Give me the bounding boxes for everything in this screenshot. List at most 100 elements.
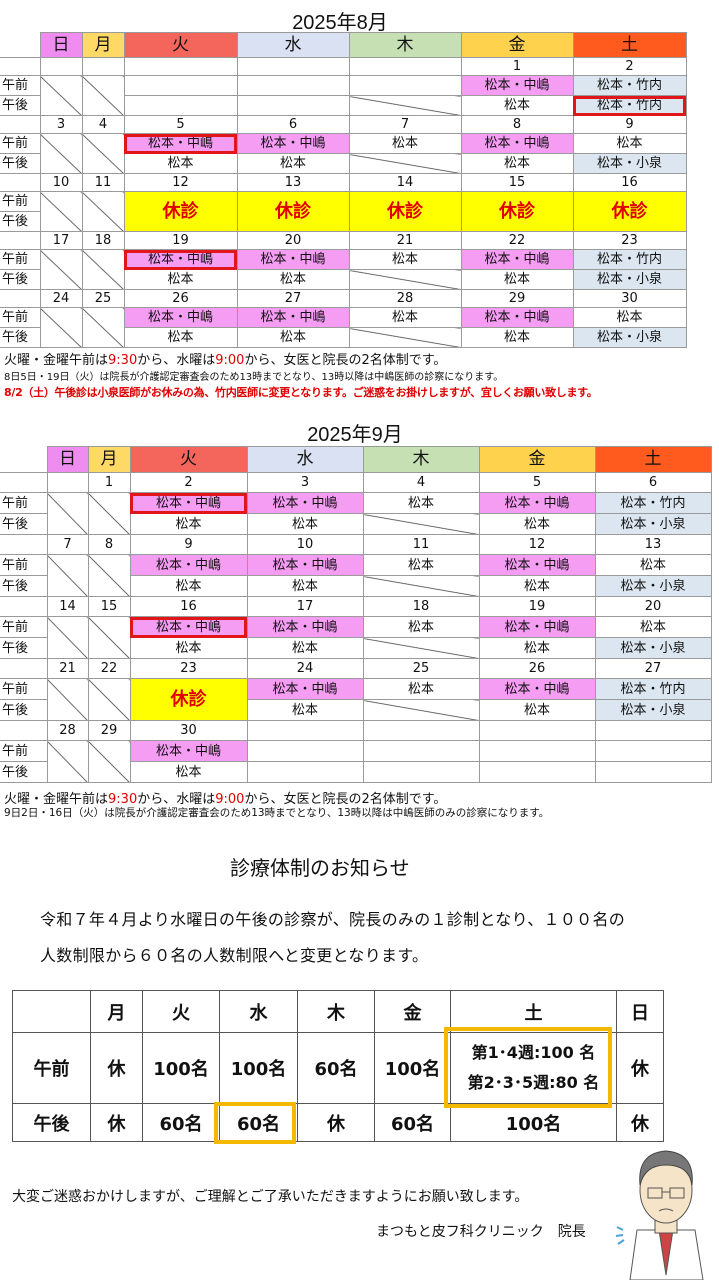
note-text: 火曜・金曜午前は (4, 353, 109, 368)
date-cell: 9 (572, 115, 687, 134)
schedule-cell: 松本 (362, 616, 480, 638)
schedule-cell: 松本 (460, 153, 574, 174)
no-clinic-slash (87, 492, 131, 535)
date-cell: 1 (87, 472, 131, 493)
date-cell (236, 57, 350, 76)
header-cell (12, 990, 91, 1033)
date-cell: 24 (246, 658, 364, 679)
schedule-cell: 松本 (572, 133, 687, 154)
date-row: 17 18 19 20 21 22 23 (0, 231, 687, 250)
schedule-cell: 松本 (594, 616, 712, 638)
schedule-cell: 松本・中嶋 (129, 740, 248, 762)
schedule-cell: 松本 (129, 513, 248, 535)
date-row: 10 11 12 13 14 15 16 (0, 173, 687, 192)
row-label: 午後 (0, 637, 48, 659)
row-label (0, 658, 48, 679)
schedule-cell: 松本 (478, 699, 596, 721)
schedule-cell: 松本・小泉 (594, 513, 712, 535)
wednesday-pm-highlight-box (214, 1102, 296, 1144)
date-cell: 22 (460, 231, 574, 250)
date-cell: 3 (246, 472, 364, 493)
date-cell: 5 (123, 115, 238, 134)
date-cell: 22 (87, 658, 131, 679)
schedule-cell: 松本・小泉 (594, 575, 712, 597)
am-row: 午前 松本・中嶋 松本・中嶋 松本 松本・中嶋 松本・竹内 (0, 492, 712, 535)
schedule-cell (246, 761, 364, 783)
schedule-cell: 松本・中嶋 (129, 554, 248, 576)
apology-text: 大変ご迷惑おかけしますが、ご理解とご了承いただきますようにお願い致します。 (12, 1189, 529, 1205)
am-row: 午前 松本・中嶋 松本・中嶋 松本 松本・中嶋 松本 (0, 307, 687, 348)
september-note-2: 9日2日・16日（火）は院長が介護認定審査会のため13時までとなり、13時以降は… (4, 807, 550, 819)
header-cell: 日 (616, 990, 664, 1033)
row-label (0, 57, 41, 76)
no-clinic-slash (81, 307, 125, 348)
note-time: 9:30 (108, 353, 138, 368)
date-cell: 14 (348, 173, 462, 192)
date-cell: 19 (123, 231, 238, 250)
august-title: 2025年8月 (292, 12, 388, 34)
row-label: 午前 (12, 1032, 91, 1104)
date-row: 24 25 26 27 28 29 30 (0, 289, 687, 308)
schedule-cell (246, 740, 364, 762)
capacity-cell: 60名 (142, 1103, 220, 1142)
notice-paragraph-1: 令和７年４月より水曜日の午後の診察が、院長のみの１診制となり、１００名の (40, 910, 626, 929)
pm-row: 午後 松本 松本 松本 松本・小泉 (0, 269, 687, 290)
schedule-cell: 松本・竹内 (594, 678, 712, 700)
date-cell: 8 (460, 115, 574, 134)
no-clinic-slash (87, 740, 131, 783)
capacity-pm-row: 午後 休 60名 60名 休 60名 100名 休 (12, 1103, 664, 1142)
date-cell (594, 720, 712, 741)
date-cell: 12 (123, 173, 238, 192)
schedule-cell: 松本 (348, 307, 462, 328)
schedule-cell: 松本 (246, 637, 364, 659)
header-cell: 水 (219, 990, 298, 1033)
row-label: 午後 (0, 575, 48, 597)
schedule-cell: 松本 (123, 153, 238, 174)
schedule-cell: 松本・中嶋 (478, 678, 596, 700)
date-cell (39, 57, 83, 76)
saturday-highlight-box (444, 1027, 612, 1108)
date-cell: 15 (87, 596, 131, 617)
row-label: 午前 (0, 191, 41, 212)
weekday-header: 日 (39, 32, 83, 58)
schedule-cell: 松本 (348, 249, 462, 270)
date-cell: 17 (39, 231, 83, 250)
date-cell: 19 (478, 596, 596, 617)
capacity-cell: 60名 (219, 1103, 298, 1142)
weekday-header: 金 (478, 446, 596, 473)
date-cell: 17 (246, 596, 364, 617)
september-calendar: 日月火水木金土 1 2 3 4 5 6 午前 松本・中嶋 松本・中嶋 松本 松本・中嶋 松本・竹内 午後松… (0, 446, 712, 783)
schedule-cell: 松本 (129, 575, 248, 597)
date-cell (478, 720, 596, 741)
signature: まつもと皮フ科クリニック 院長 (376, 1224, 586, 1240)
schedule-cell (236, 75, 350, 96)
no-clinic-slash (81, 191, 125, 232)
row-label (0, 472, 48, 493)
schedule-cell: 松本 (362, 678, 480, 700)
weekday-header: 火 (129, 446, 248, 473)
date-cell (246, 720, 364, 741)
am-row: 午前 松本・中嶋 松本・中嶋 松本 松本・中嶋 松本・竹内 (0, 249, 687, 290)
pm-row: 午後 松本 松本 松本・小泉 (0, 699, 712, 721)
schedule-cell (362, 740, 480, 762)
date-cell: 28 (348, 289, 462, 308)
no-clinic-slash (87, 678, 131, 721)
date-cell: 2 (129, 472, 248, 493)
schedule-cell: 松本・中嶋 (123, 249, 238, 270)
schedule-cell: 松本 (129, 637, 248, 659)
corner-cell (0, 447, 47, 473)
date-cell: 27 (236, 289, 350, 308)
schedule-cell (478, 761, 596, 783)
no-clinic-slash (81, 75, 125, 116)
capacity-cell: 休 (616, 1032, 664, 1104)
am-row: 午前 松本・中嶋 松本・竹内 (0, 75, 687, 116)
am-row: 午前 休診 休診 休診 休診 休診 (0, 191, 687, 232)
saturday-week-2-3-5: 第2･3･5週:80 名 (467, 1073, 600, 1092)
am-row: 午前 松本・中嶋 松本・中嶋 松本 松本・中嶋 松本 (0, 616, 712, 659)
date-cell: 9 (129, 534, 248, 555)
row-label (0, 289, 41, 308)
header-cell: 金 (374, 990, 451, 1033)
date-cell: 26 (478, 658, 596, 679)
schedule-cell (123, 75, 238, 96)
